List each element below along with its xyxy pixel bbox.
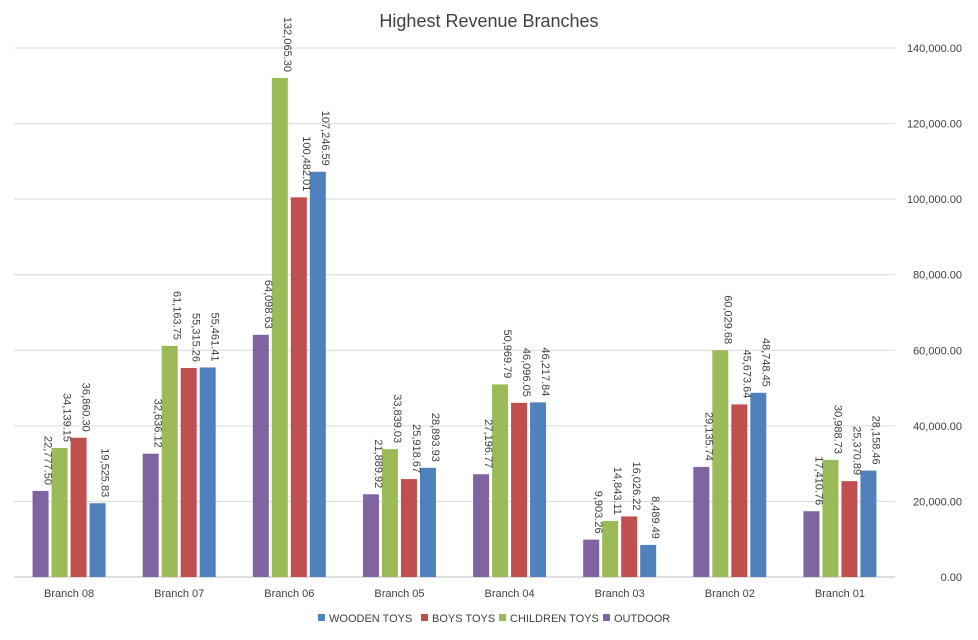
data-label: 29,135.74 <box>702 412 714 461</box>
y-tick-label: 140,000.00 <box>907 43 962 55</box>
y-tick-label: 80,000.00 <box>913 270 962 282</box>
bar <box>750 392 767 577</box>
bar <box>640 544 657 577</box>
legend-label: BOYS TOYS <box>432 613 495 625</box>
legend-label: OUTDOOR <box>614 613 670 625</box>
x-axis-categories: Branch 08 Branch 07 Branch 06 Branch 05 Bran… <box>44 588 865 600</box>
data-label: 21,889.92 <box>372 439 384 488</box>
legend: WOODEN TOYS BOYS TOYS CHILDREN TOYS OUTDOOR <box>318 613 670 625</box>
x-category-label: Branch 02 <box>705 588 755 600</box>
data-label: 16,026.22 <box>630 462 642 511</box>
data-label: 61,163.75 <box>171 291 183 340</box>
chart-title: Highest Revenue Branches <box>379 11 598 31</box>
bar <box>511 402 528 577</box>
x-category-label: Branch 03 <box>595 588 645 600</box>
data-label: 132,065.30 <box>281 17 293 72</box>
data-label: 14,843.11 <box>611 467 623 515</box>
x-category-label: Branch 01 <box>815 588 865 600</box>
data-label: 55,461.41 <box>209 312 221 361</box>
bar <box>142 453 159 577</box>
bar <box>841 481 858 577</box>
data-label: 17,410.76 <box>812 456 824 505</box>
bar <box>199 367 216 577</box>
data-label: 27,196.77 <box>482 419 494 468</box>
bar <box>712 350 729 577</box>
y-tick-label: 120,000.00 <box>907 119 962 131</box>
bar <box>803 511 820 577</box>
bar <box>860 470 877 577</box>
bar <box>583 539 600 577</box>
legend-label: CHILDREN TOYS <box>510 613 599 625</box>
data-label: 28,893.93 <box>429 413 441 462</box>
bar <box>51 448 68 577</box>
data-label: 107,246.59 <box>319 111 331 166</box>
bar <box>161 345 178 577</box>
bar <box>362 494 379 577</box>
data-label: 64,098.63 <box>262 280 274 329</box>
bar <box>492 384 509 577</box>
bar <box>89 503 106 577</box>
gridlines <box>14 47 895 578</box>
data-label: 25,370.89 <box>850 426 862 475</box>
bar <box>400 479 417 577</box>
x-category-label: Branch 07 <box>154 588 204 600</box>
data-label: 22,777.50 <box>42 436 54 485</box>
bar <box>252 334 269 577</box>
data-labels: 22,777.50 34,139.15 36,860.30 19,525.83 32,6… <box>42 17 882 539</box>
data-label: 25,918.67 <box>410 424 422 473</box>
data-label: 28,158.46 <box>869 416 881 465</box>
bar <box>602 520 619 577</box>
data-label: 19,525.83 <box>99 448 111 497</box>
y-tick-label: 40,000.00 <box>913 421 962 433</box>
y-tick-label: 100,000.00 <box>907 194 962 206</box>
y-tick-label: 60,000.00 <box>913 345 962 357</box>
bar <box>731 404 748 577</box>
legend-swatch <box>603 614 610 621</box>
bar <box>70 437 87 577</box>
data-label: 8,489.49 <box>649 496 661 539</box>
data-label: 34,139.15 <box>61 393 73 442</box>
bar <box>530 402 547 577</box>
x-category-label: Branch 06 <box>264 588 314 600</box>
bar <box>693 466 710 577</box>
data-label: 48,748.45 <box>759 338 771 387</box>
bar <box>621 516 638 577</box>
data-label: 60,029.68 <box>721 295 733 344</box>
data-label: 9,903.26 <box>592 491 604 534</box>
legend-label: WOODEN TOYS <box>329 613 412 625</box>
data-label: 46,096.05 <box>520 348 532 397</box>
data-label: 33,839.03 <box>391 394 403 443</box>
bar <box>290 197 307 578</box>
bars <box>32 77 877 578</box>
x-category-label: Branch 05 <box>374 588 424 600</box>
y-axis-ticks: 0.00 20,000.00 40,000.00 60,000.00 80,000.00… <box>907 43 962 584</box>
bar <box>381 449 398 577</box>
data-label: 55,315.26 <box>190 313 202 362</box>
data-label: 50,969.79 <box>501 329 513 378</box>
x-category-label: Branch 08 <box>44 588 94 600</box>
bar <box>309 171 326 577</box>
x-category-label: Branch 04 <box>484 588 534 600</box>
data-label: 100,482.01 <box>300 136 312 191</box>
y-tick-label: 20,000.00 <box>913 496 962 508</box>
legend-swatch <box>499 614 506 621</box>
data-label: 30,988.73 <box>831 405 843 454</box>
bar <box>271 77 288 577</box>
legend-swatch <box>421 614 428 621</box>
data-label: 45,673.64 <box>740 349 752 398</box>
y-tick-label: 0.00 <box>941 572 962 584</box>
bar <box>32 490 49 577</box>
bar <box>419 467 436 577</box>
bar <box>180 367 197 577</box>
data-label: 36,860.30 <box>80 383 92 432</box>
bar <box>822 459 839 577</box>
data-label: 32,636.12 <box>152 399 164 448</box>
legend-swatch <box>318 614 325 621</box>
bar <box>473 474 490 577</box>
data-label: 46,217.84 <box>539 347 551 396</box>
